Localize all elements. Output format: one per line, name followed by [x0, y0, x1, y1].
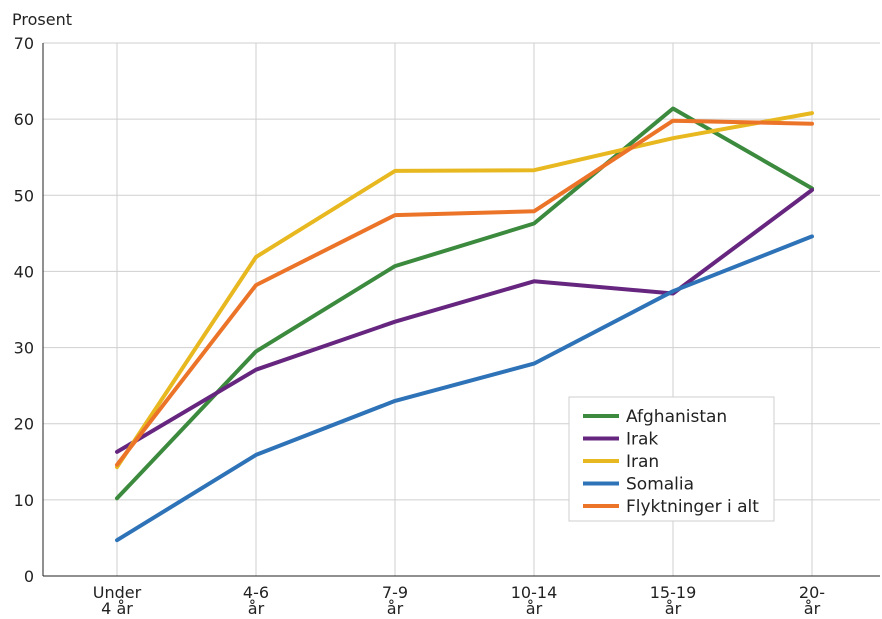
x-tick-label: 7-9 [382, 583, 408, 602]
y-tick-labels: 0 10 20 30 40 50 60 70 [14, 34, 34, 586]
y-axis-label: Prosent [12, 10, 72, 29]
legend-label: Afghanistan [626, 407, 727, 427]
y-tick-label: 0 [24, 567, 34, 586]
series-line-somalia [115, 234, 814, 543]
x-tick-label: år [526, 599, 543, 618]
x-tick-label: 4 år [101, 599, 133, 618]
x-tick-label: Under [93, 583, 142, 602]
x-tick-label: år [248, 599, 265, 618]
x-tick-label: 20- [799, 583, 825, 602]
x-tick-label: år [387, 599, 404, 618]
legend-label: Somalia [626, 475, 694, 495]
legend-label: Iran [626, 452, 659, 472]
legend-label: Irak [626, 430, 658, 450]
y-tick-label: 30 [14, 339, 34, 358]
legend-label: Flyktninger i alt [626, 497, 759, 517]
x-tick-label: 4-6 [243, 583, 269, 602]
series-line-irak [115, 188, 814, 454]
series-lines [115, 106, 814, 543]
series-line-iran [115, 111, 814, 470]
x-tick-label: år [804, 599, 821, 618]
y-tick-label: 40 [14, 262, 34, 281]
y-tick-label: 60 [14, 110, 34, 129]
series-line-flyktninger-i-alt [115, 118, 814, 467]
y-tick-label: 20 [14, 415, 34, 434]
y-tick-label: 50 [14, 186, 34, 205]
x-tick-label: 10-14 [511, 583, 558, 602]
y-tick-label: 10 [14, 491, 34, 510]
y-tick-label: 70 [14, 34, 34, 53]
x-tick-label: år [665, 599, 682, 618]
x-tick-label: 15-19 [650, 583, 697, 602]
